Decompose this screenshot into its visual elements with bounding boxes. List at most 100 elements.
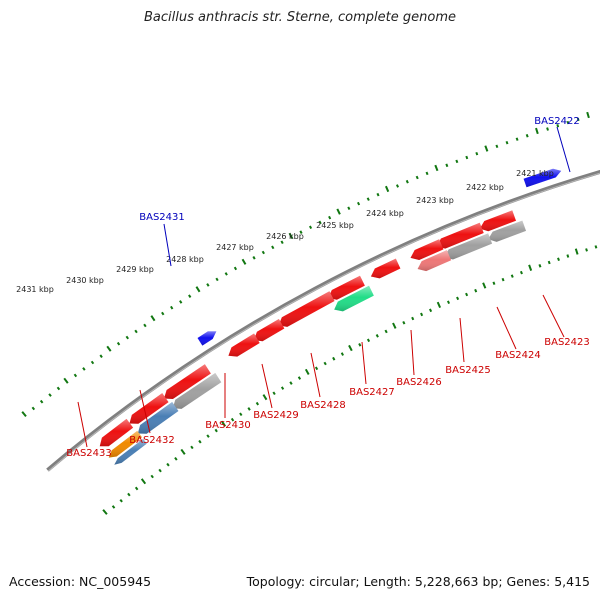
genome-summary-text: Topology: circular; Length: 5,228,663 bp…: [246, 574, 590, 589]
feature-bas2426-shade: [370, 258, 401, 279]
ruler-minor-tick: [179, 300, 183, 304]
ruler-minor-tick: [395, 184, 400, 188]
ruler-major-tick: [484, 145, 489, 152]
ruler-minor-tick: [82, 367, 86, 371]
feature-bas2430-shade: [228, 333, 260, 357]
ruler-minor-tick: [215, 277, 219, 282]
feature-bas2423: [488, 220, 527, 242]
gene-leader-line: [310, 352, 321, 398]
ruler-minor-tick: [90, 360, 95, 365]
ruler-minor-tick: [318, 220, 322, 225]
ruler-minor-tick: [546, 127, 549, 131]
ruler-minor-tick: [358, 343, 362, 347]
feature-bas2428-shade: [278, 291, 335, 327]
ruler-minor-tick: [299, 230, 303, 234]
feature-bas2422-shade: [523, 168, 562, 188]
feature-left-c-shade: [114, 438, 147, 465]
ruler-minor-tick: [384, 329, 388, 334]
gene-leader-line: [542, 294, 565, 338]
ruler-minor-tick: [328, 215, 332, 220]
ruler-minor-tick: [280, 240, 284, 245]
feature-bas2432-shade: [172, 372, 222, 409]
ruler-minor-tick: [366, 338, 371, 343]
ruler-minor-tick: [375, 334, 379, 338]
feature-left-a-shade: [99, 418, 134, 447]
ruler-major-tick: [140, 478, 147, 485]
ruler-minor-tick: [39, 399, 44, 404]
ruler-major-tick: [528, 264, 533, 271]
ruler-major-tick: [304, 368, 310, 375]
ruler-major-tick: [241, 258, 247, 265]
gene-label-bas2428: BAS2428: [300, 400, 346, 411]
ruler-major-tick: [482, 282, 487, 289]
ruler-minor-tick: [557, 257, 560, 262]
ruler-tick-label: 2422 kbp: [466, 183, 504, 192]
ruler-tick-label: 2425 kbp: [316, 221, 354, 230]
ruler-minor-tick: [261, 250, 265, 255]
gene-leader-line: [261, 363, 273, 409]
feature-bas2425-shade: [417, 250, 452, 272]
ruler-minor-tick: [170, 305, 174, 310]
ruler-major-tick: [221, 420, 227, 427]
ruler-minor-tick: [158, 468, 162, 473]
feature-bas2424-a-shade: [436, 222, 484, 249]
ruler-major-tick: [392, 322, 397, 329]
ruler-minor-tick: [405, 179, 409, 184]
ruler-minor-tick: [119, 498, 123, 503]
feature-bas2426: [370, 258, 401, 279]
gene-label-bas2424: BAS2424: [495, 350, 541, 361]
feature-bas2424: [444, 233, 493, 260]
ruler-minor-tick: [297, 376, 302, 380]
ruler-minor-tick: [366, 197, 370, 201]
ruler-minor-tick: [425, 171, 429, 176]
feature-bas2425-a: [410, 239, 444, 261]
ruler-minor-tick: [48, 393, 52, 397]
ruler-tick-label: 2421 kbp: [516, 169, 554, 178]
ruler-major-tick: [195, 286, 201, 293]
backbone-highlight: [47, 172, 600, 472]
ruler-major-tick: [336, 208, 341, 215]
gene-leader-line: [556, 126, 571, 173]
ruler-major-tick: [150, 315, 156, 322]
feature-bas2422: [523, 168, 562, 188]
ruler-minor-tick: [465, 292, 469, 297]
ruler-tick-label: 2428 kbp: [166, 255, 204, 264]
feature-bas2432-a: [164, 364, 211, 400]
feature-bas2427-shade: [334, 285, 374, 312]
ruler-minor-tick: [510, 274, 514, 278]
feature-bas2423-a: [479, 210, 517, 232]
ruler-minor-tick: [585, 248, 588, 252]
ruler-major-tick: [574, 248, 579, 255]
gene-label-bas2431: BAS2431: [139, 212, 185, 223]
feature-bas2425-a-shade: [410, 239, 444, 261]
ruler-minor-tick: [492, 281, 496, 285]
ruler-minor-tick: [415, 175, 419, 180]
ruler-minor-tick: [99, 354, 103, 358]
inner-ruler: [102, 245, 598, 515]
ruler-minor-tick: [376, 192, 380, 197]
ruler-major-tick: [288, 232, 294, 239]
ruler-minor-tick: [206, 283, 210, 287]
ruler-major-tick: [384, 185, 390, 193]
feature-left-b-shade: [108, 430, 143, 458]
ruler-minor-tick: [538, 264, 542, 268]
ruler-minor-tick: [161, 311, 165, 316]
outer-ruler: [21, 111, 590, 418]
feature-bas2432-a-shade: [164, 364, 211, 400]
gene-label-bas2426: BAS2426: [396, 377, 442, 388]
ruler-major-tick: [348, 344, 353, 352]
ruler-tick-label: 2426 kbp: [266, 232, 304, 241]
gene-leader-line: [361, 341, 367, 385]
ruler-minor-tick: [356, 201, 361, 206]
gene-label-bas2425: BAS2425: [445, 365, 491, 376]
ruler-minor-tick: [515, 137, 519, 141]
map-title: Bacillus anthracis str. Sterne, complete…: [144, 10, 456, 25]
ruler-major-tick: [63, 377, 69, 384]
ruler-minor-tick: [289, 381, 293, 385]
ruler-minor-tick: [340, 352, 344, 356]
ruler-major-tick: [106, 345, 112, 352]
feature-left-c: [114, 438, 147, 465]
ruler-minor-tick: [566, 120, 570, 125]
feature-bas2431-shade: [197, 331, 217, 346]
ruler-minor-tick: [556, 124, 560, 128]
